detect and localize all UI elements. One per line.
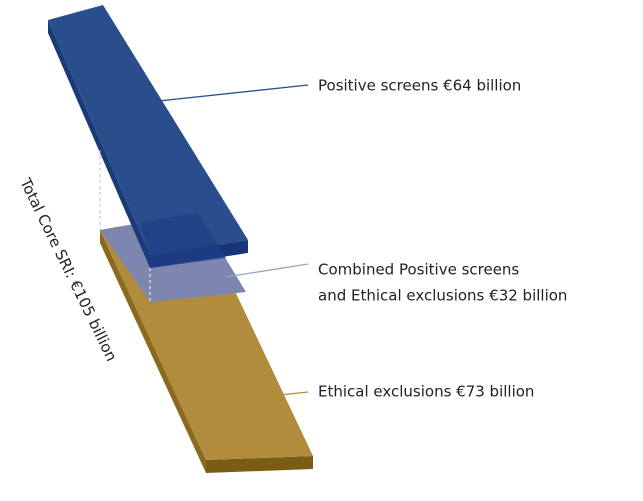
label: Combined Positive screens [318, 261, 519, 279]
blue-overlap-shade [140, 213, 226, 268]
leader [279, 391, 309, 396]
gold-side [100, 230, 206, 473]
leader [139, 84, 309, 104]
blue-top [48, 5, 248, 255]
label: Ethical exclusions €73 billion [318, 383, 534, 401]
gold-front [206, 456, 313, 473]
total-label: Total Core SRI: €105 billion [16, 174, 121, 364]
label: Positive screens €64 billion [318, 77, 521, 95]
label: and Ethical exclusions €32 billion [318, 287, 567, 305]
leader [225, 263, 309, 278]
blue-side [48, 20, 150, 268]
